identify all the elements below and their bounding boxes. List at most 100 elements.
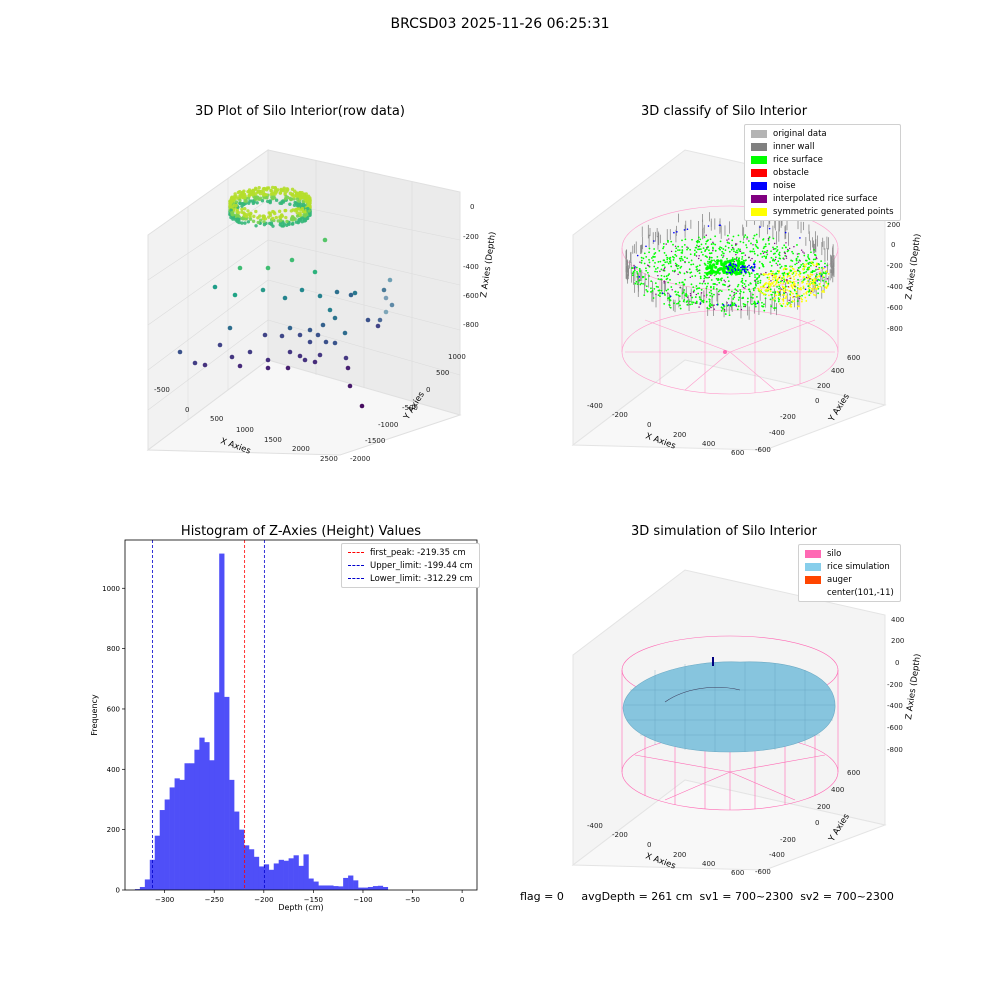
histogram-bar bbox=[382, 886, 389, 890]
rice-surface-point bbox=[752, 293, 754, 296]
rice-surface-point bbox=[754, 273, 756, 276]
legend-color-swatch bbox=[751, 194, 767, 203]
raw-point bbox=[266, 199, 270, 204]
raw-point bbox=[248, 217, 253, 221]
rice-surface-point bbox=[775, 250, 778, 253]
rice-surface-point bbox=[692, 301, 695, 304]
raw-ztick: -200 bbox=[463, 233, 479, 241]
interpolated-point bbox=[724, 281, 726, 283]
histogram-chart[interactable]: −300 −250 −200 −150 −100 −50 0 0 200 400 600 800 10… bbox=[80, 530, 500, 920]
simulation-3d-plot[interactable]: -400 -200 0 200 400 600 600 400 200 0 -2… bbox=[565, 560, 925, 885]
raw-point bbox=[288, 202, 292, 206]
rice-surface-point bbox=[662, 263, 665, 266]
rice-surface-point bbox=[724, 313, 727, 315]
rice-surface-point bbox=[679, 304, 681, 307]
simulation-plot-title: 3D simulation of Silo Interior bbox=[631, 524, 817, 539]
rice-surface-point bbox=[808, 294, 811, 296]
rice-surface-point bbox=[814, 258, 817, 261]
classify-3d-plot[interactable]: -400 -200 0 200 400 600 600 400 200 0 -2… bbox=[565, 140, 925, 465]
raw-point bbox=[285, 187, 289, 191]
rice-surface-point bbox=[817, 292, 819, 295]
rice-surface-point bbox=[750, 242, 752, 245]
interpolated-point bbox=[755, 282, 757, 284]
raw-3d-plot[interactable]: -500 0 500 1000 1500 2000 2500 1000 500 … bbox=[140, 130, 500, 475]
raw-point bbox=[307, 327, 313, 333]
symmetric-point bbox=[797, 284, 799, 286]
legend-color-swatch bbox=[751, 129, 767, 138]
symmetric-point bbox=[793, 278, 796, 281]
rice-surface-point bbox=[650, 287, 652, 290]
interpolated-point bbox=[712, 249, 714, 252]
symmetric-point bbox=[811, 262, 814, 265]
noise-point bbox=[716, 303, 718, 306]
raw-point bbox=[323, 339, 329, 345]
rice-surface-point bbox=[784, 246, 787, 249]
symmetric-point bbox=[806, 277, 809, 280]
symmetric-point bbox=[795, 270, 797, 273]
rice-surface-point bbox=[719, 289, 721, 292]
symmetric-point bbox=[779, 275, 782, 277]
histogram-legend-item: first_peak: -219.35 cm bbox=[342, 546, 479, 559]
rice-surface-point bbox=[722, 266, 727, 270]
rice-surface-point bbox=[780, 265, 783, 268]
raw-point bbox=[229, 354, 235, 360]
noise-point bbox=[737, 269, 740, 271]
histogram-bar bbox=[209, 760, 215, 890]
raw-point bbox=[254, 224, 258, 228]
histogram-bar bbox=[278, 859, 284, 890]
interpolated-point bbox=[815, 256, 818, 258]
rice-surface-point bbox=[737, 305, 740, 308]
rice-surface-point bbox=[688, 268, 691, 271]
legend-color-swatch bbox=[751, 155, 767, 164]
rice-surface-point bbox=[666, 261, 668, 263]
rice-surface-point bbox=[775, 272, 778, 275]
rice-surface-point bbox=[650, 291, 652, 293]
symmetric-point bbox=[804, 265, 807, 268]
symmetric-point bbox=[782, 300, 785, 302]
symmetric-point bbox=[803, 263, 806, 266]
symmetric-point bbox=[782, 276, 785, 279]
raw-point bbox=[234, 200, 239, 204]
symmetric-point bbox=[790, 285, 793, 287]
rice-surface-point bbox=[741, 279, 744, 282]
rice-surface-point bbox=[758, 267, 761, 269]
interpolated-point bbox=[689, 293, 692, 295]
histogram-bars bbox=[134, 553, 389, 890]
rice-surface-point bbox=[754, 243, 757, 246]
cls-ztick: -400 bbox=[887, 283, 903, 291]
status-footer: flag = 0 avgDepth = 261 cm sv1 = 700~230… bbox=[520, 890, 894, 903]
cls-ztick: 200 bbox=[887, 221, 900, 229]
raw-point bbox=[271, 216, 275, 221]
rice-surface-point bbox=[726, 241, 729, 244]
raw-point bbox=[290, 215, 295, 219]
histogram-bar bbox=[219, 553, 225, 890]
symmetric-point bbox=[800, 300, 803, 303]
noise-point bbox=[745, 271, 747, 274]
rice-surface-point bbox=[708, 258, 711, 261]
rice-surface-point bbox=[648, 247, 651, 250]
interpolated-point bbox=[754, 279, 756, 281]
interpolated-point bbox=[744, 254, 747, 256]
rice-surface-point bbox=[724, 249, 727, 252]
rice-surface-point bbox=[739, 289, 742, 291]
rice-surface-point bbox=[666, 256, 669, 259]
rice-surface-point bbox=[761, 305, 763, 307]
simulation-silo-wire bbox=[621, 635, 839, 811]
classify-legend-item: obstacle bbox=[745, 166, 900, 179]
rice-surface-point bbox=[663, 302, 666, 305]
rice-surface-point bbox=[689, 303, 692, 306]
noise-point bbox=[740, 271, 743, 274]
interpolated-point bbox=[770, 280, 772, 282]
histogram-bar bbox=[377, 885, 384, 890]
rice-surface-point bbox=[659, 292, 661, 294]
symmetric-point bbox=[786, 267, 788, 270]
raw-point bbox=[267, 215, 271, 219]
interpolated-point bbox=[708, 276, 710, 279]
noise-point bbox=[729, 263, 731, 266]
symmetric-point bbox=[781, 294, 784, 296]
interpolated-point bbox=[737, 290, 739, 293]
rice-surface-point bbox=[758, 260, 761, 263]
rice-surface-point bbox=[736, 251, 739, 254]
raw-point bbox=[270, 192, 275, 196]
symmetric-point bbox=[790, 281, 792, 284]
